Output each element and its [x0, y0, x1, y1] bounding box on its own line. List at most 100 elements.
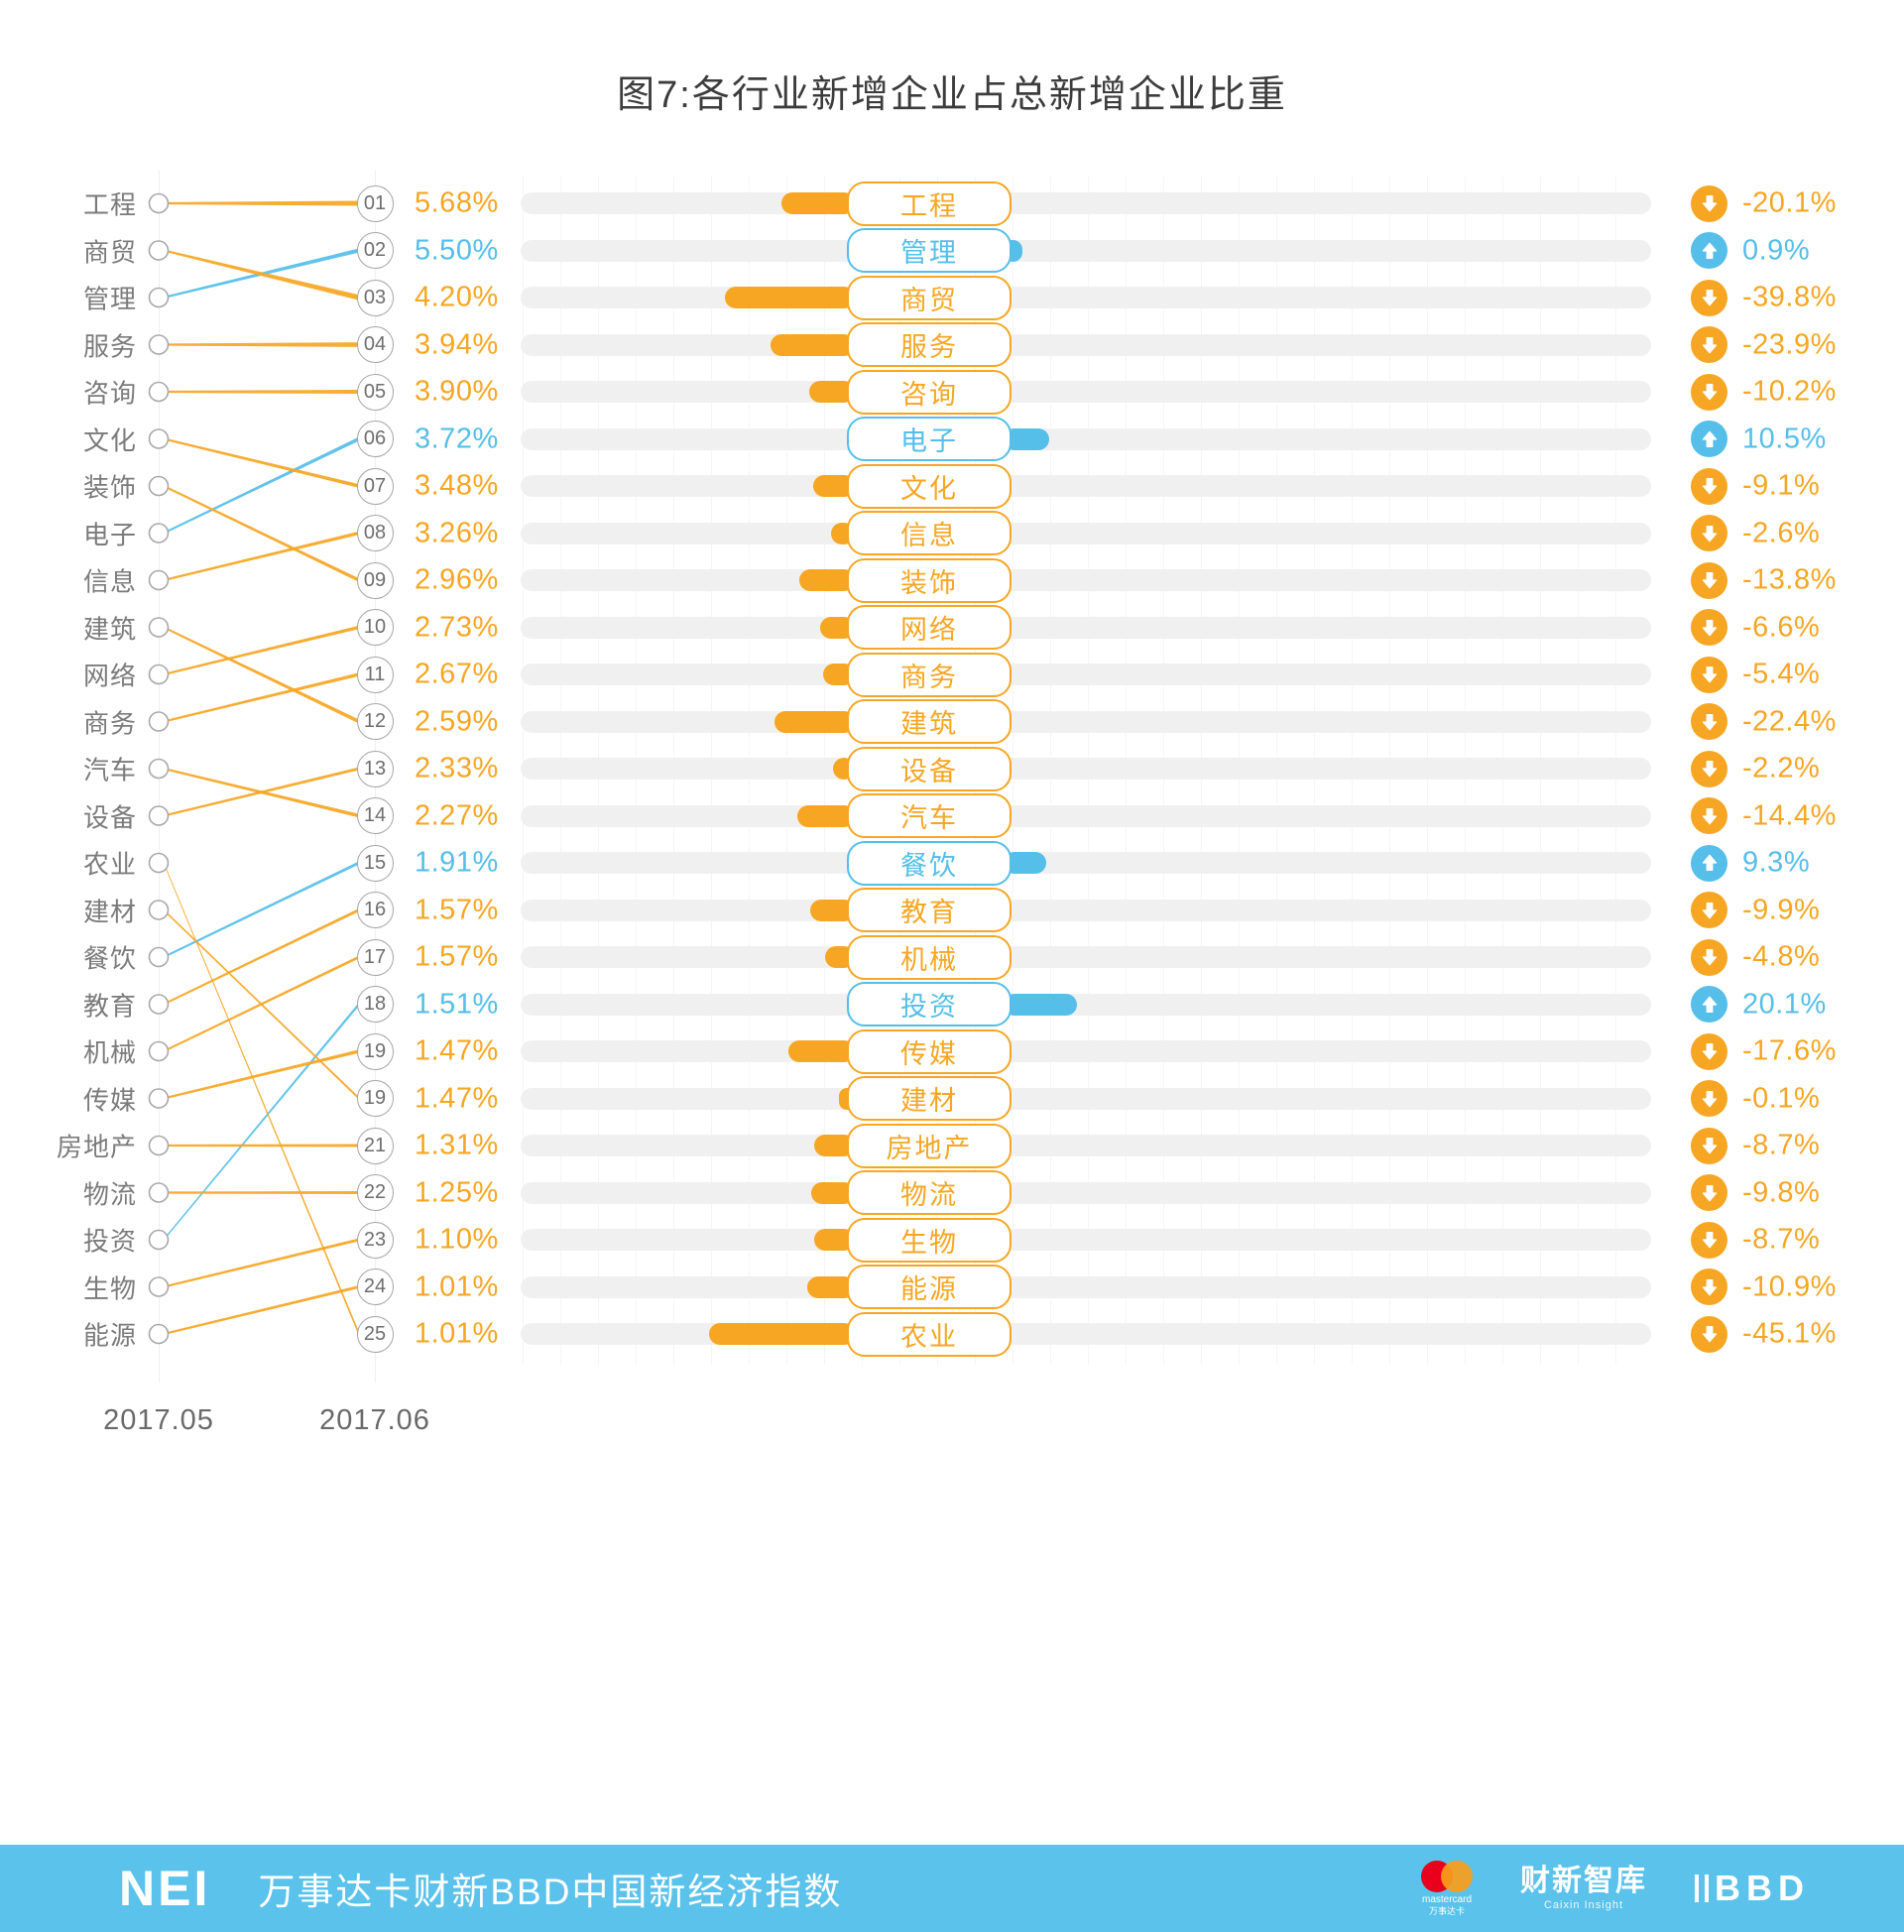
footer-bar: NEI 万事达卡财新BBD中国新经济指数 mastercard 万事达卡 财新智… — [0, 1845, 1904, 1932]
slope-line — [164, 1144, 359, 1147]
arrow-down-badge-icon — [1691, 1080, 1727, 1117]
industry-label: 建筑 — [82, 614, 137, 644]
page-title: 图7:各行业新增企业占总新增企业比重 — [617, 74, 1287, 116]
down-arrow-icon — [1702, 195, 1717, 212]
slope-line — [164, 1238, 359, 1288]
industry-pill: 建筑 — [847, 699, 1012, 744]
caixin-insight-logo: 财新智库 Caixin Insight — [1520, 1864, 1647, 1911]
axis-label-2017-06: 2017.06 — [319, 1404, 430, 1436]
industry-label: 咨询 — [82, 378, 137, 409]
rank-circle: 10 — [356, 609, 394, 646]
bar-track — [521, 287, 1651, 308]
share-value: 4.20% — [415, 281, 499, 313]
rank-circle: 25 — [356, 1315, 394, 1353]
industry-pill: 装饰 — [847, 557, 1012, 603]
bar-track — [521, 710, 1651, 733]
change-bar — [774, 710, 855, 733]
arrow-up-badge-icon — [1691, 232, 1727, 269]
prev-rank-dot — [148, 569, 170, 591]
bbd-bar-icon — [1705, 1874, 1709, 1902]
change-bar — [1004, 993, 1078, 1016]
arrow-up-badge-icon — [1691, 421, 1727, 457]
slope-line — [164, 342, 359, 347]
bar-track — [521, 192, 1651, 214]
share-value: 5.68% — [415, 186, 499, 219]
industry-label: 物流 — [82, 1179, 137, 1209]
slope-line — [164, 861, 359, 959]
industry-pill: 农业 — [847, 1311, 1012, 1357]
slope-line — [164, 1190, 359, 1195]
rank-circle: 15 — [356, 844, 394, 882]
industry-pill: 汽车 — [847, 793, 1012, 838]
caixin-insight-sub-label: Caixin Insight — [1543, 1898, 1624, 1911]
bar-track — [521, 664, 1651, 685]
change-value: -0.1% — [1742, 1082, 1821, 1114]
industry-pill: 传媒 — [847, 1028, 1012, 1074]
industry-label: 工程 — [82, 189, 137, 220]
industry-pill: 信息 — [847, 511, 1012, 555]
down-arrow-icon — [1702, 761, 1717, 778]
arrow-down-badge-icon — [1691, 467, 1727, 505]
change-value: 0.9% — [1742, 234, 1811, 266]
industry-pill: 餐饮 — [847, 840, 1012, 886]
slope-line — [164, 1284, 359, 1336]
prev-rank-dot — [148, 381, 170, 403]
industry-label: 网络 — [82, 661, 137, 691]
change-value: -17.6% — [1742, 1034, 1837, 1067]
caixin-insight-label: 财新智库 — [1520, 1864, 1647, 1897]
industry-label: 农业 — [82, 849, 137, 880]
share-value: 1.57% — [415, 894, 499, 925]
arrow-down-badge-icon — [1691, 656, 1727, 693]
share-value: 5.50% — [415, 234, 499, 266]
industry-label: 房地产 — [56, 1132, 137, 1162]
change-bar — [810, 899, 855, 921]
prev-rank-dot — [148, 240, 170, 261]
mastercard-sub-label: 万事达卡 — [1428, 1906, 1465, 1916]
down-arrow-icon — [1702, 1043, 1717, 1060]
rank-circle: 11 — [356, 656, 394, 693]
down-arrow-icon — [1702, 619, 1717, 636]
change-bar — [797, 804, 855, 827]
slope-line — [164, 767, 359, 818]
down-arrow-icon — [1702, 1278, 1717, 1295]
change-value: -45.1% — [1742, 1317, 1837, 1350]
bar-track — [521, 616, 1651, 639]
industry-pill: 网络 — [847, 605, 1012, 650]
down-arrow-icon — [1702, 1090, 1717, 1107]
industry-pill: 商务 — [847, 652, 1012, 697]
industry-pill: 文化 — [847, 463, 1012, 509]
down-arrow-icon — [1702, 572, 1717, 589]
arrow-up-badge-icon — [1691, 844, 1727, 882]
footer-title: 万事达卡财新BBD中国新经济指数 — [258, 1872, 843, 1912]
change-bar — [813, 1135, 855, 1156]
bar-track — [521, 569, 1651, 591]
bar-track — [521, 1135, 1651, 1156]
down-arrow-icon — [1702, 384, 1717, 401]
industry-pill: 教育 — [847, 888, 1012, 932]
bar-track — [521, 852, 1651, 874]
slope-line — [164, 1049, 359, 1100]
industry-label: 装饰 — [82, 472, 137, 503]
industry-pill: 建材 — [847, 1076, 1012, 1121]
bbd-label: BBD — [1715, 1868, 1810, 1908]
mastercard-orange-circle-icon — [1441, 1861, 1473, 1892]
mastercard-logo: mastercard 万事达卡 — [1421, 1861, 1473, 1916]
bar-track — [521, 381, 1651, 403]
prev-rank-dot — [148, 523, 170, 543]
slope-line — [164, 484, 359, 582]
share-value: 3.48% — [415, 469, 499, 502]
industry-label: 能源 — [82, 1320, 137, 1351]
rank-circle: 06 — [356, 421, 394, 457]
share-value: 2.73% — [415, 611, 499, 643]
nei-logo: NEI — [119, 1861, 211, 1916]
rank-circle: 21 — [356, 1127, 394, 1164]
rank-circle: 07 — [356, 467, 394, 505]
slope-line — [164, 672, 359, 723]
share-value: 2.27% — [415, 799, 499, 831]
bar-track — [521, 993, 1651, 1016]
arrow-down-badge-icon — [1691, 1315, 1727, 1353]
change-bar — [798, 569, 855, 591]
prev-rank-dot — [148, 192, 170, 214]
industry-label: 电子 — [82, 520, 137, 549]
